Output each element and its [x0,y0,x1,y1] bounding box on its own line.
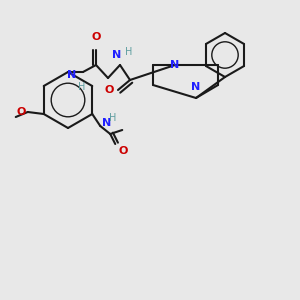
Text: H: H [125,47,132,57]
Text: N: N [191,82,201,92]
Text: O: O [16,107,26,117]
Text: N: N [112,50,122,60]
Text: N: N [102,118,112,128]
Text: N: N [67,70,76,80]
Text: O: O [91,32,101,42]
Text: O: O [105,85,114,95]
Text: H: H [109,113,117,123]
Text: H: H [78,82,86,92]
Text: N: N [170,60,180,70]
Text: O: O [118,146,128,156]
